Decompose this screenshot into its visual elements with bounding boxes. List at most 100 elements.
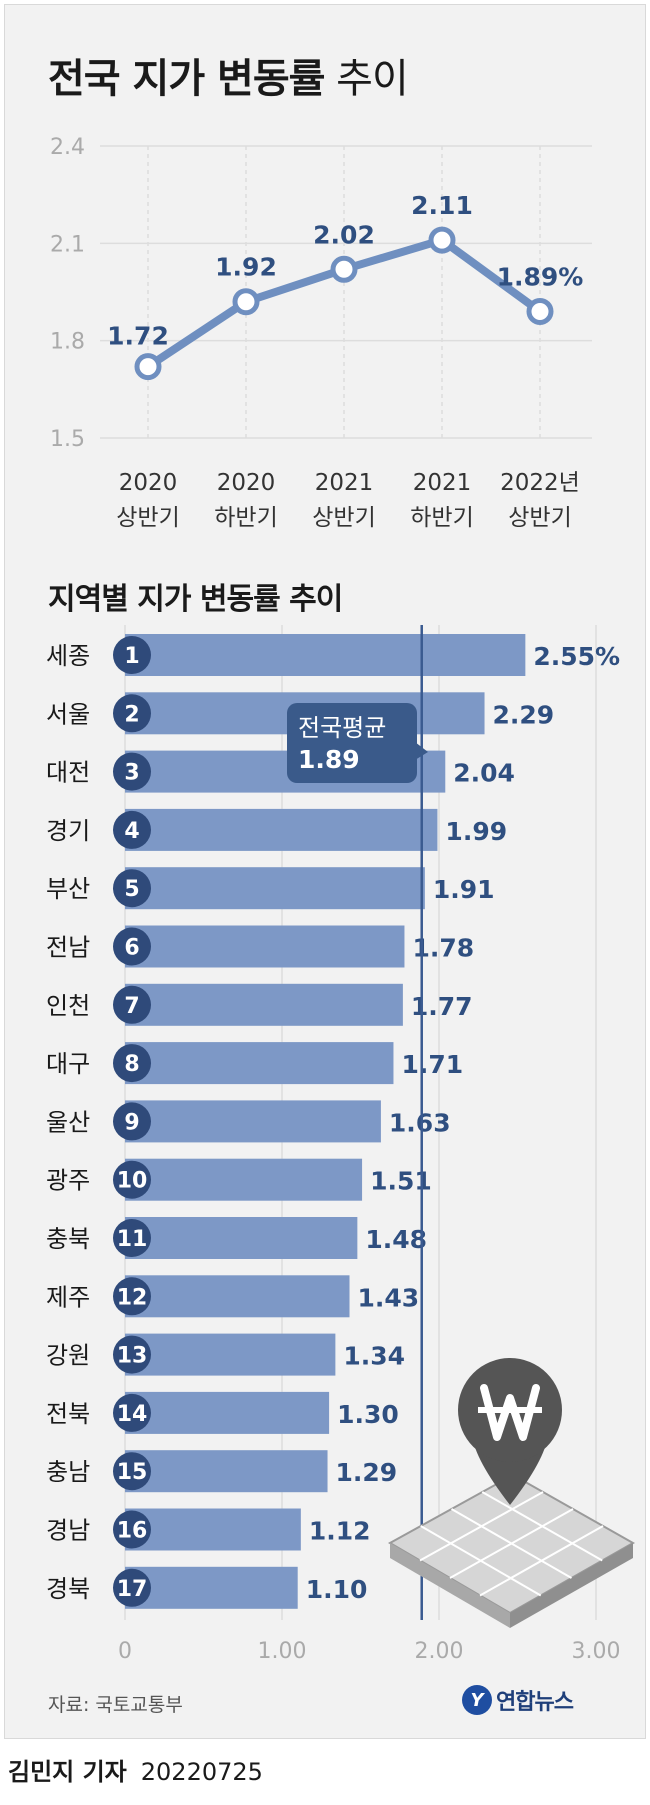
region-label: 경기 [46, 817, 90, 845]
x-tick-year: 2021 [413, 470, 472, 496]
bar [125, 925, 405, 968]
x-tick-label: 2.00 [415, 1639, 464, 1664]
map-tile-side-left [390, 1543, 510, 1628]
won-location-pin-on-map-icon [387, 1358, 636, 1628]
rank-number: 2 [124, 702, 139, 727]
data-label: 1.92 [215, 253, 277, 282]
region-label: 대구 [46, 1050, 90, 1078]
rank-badge [113, 1160, 151, 1199]
data-point [134, 353, 162, 381]
bar [125, 1333, 336, 1376]
title-light: 추이 [336, 56, 409, 102]
logo-text: 연합뉴스 [496, 1690, 574, 1715]
rank-number: 11 [117, 1227, 148, 1252]
region-label: 대전 [46, 759, 90, 787]
bar [125, 1275, 350, 1318]
region-label: 충북 [46, 1225, 90, 1253]
rank-badge [113, 1335, 151, 1374]
rank-number: 14 [117, 1402, 148, 1427]
rank-number: 8 [124, 1052, 139, 1077]
credit-bar [4, 1738, 646, 1802]
x-tick-label: 1.00 [258, 1639, 307, 1664]
rank-number: 10 [117, 1169, 148, 1194]
rank-badge [113, 1044, 151, 1083]
rank-badge [113, 985, 151, 1024]
rank-badge [113, 1568, 151, 1607]
data-point [428, 226, 456, 254]
region-label: 전남 [46, 934, 90, 962]
bar [125, 634, 526, 676]
region-label: 인천 [46, 992, 90, 1020]
map-grid-line [479, 1525, 604, 1597]
rank-number: 7 [124, 994, 139, 1019]
bar [125, 808, 438, 851]
rank-number: 4 [124, 819, 139, 844]
y-tick-label: 2.1 [50, 232, 85, 257]
rank-number: 16 [117, 1519, 148, 1544]
value-label: 1.99 [445, 817, 507, 846]
x-tick-half: 하반기 [410, 505, 473, 531]
x-tick-half: 상반기 [312, 505, 375, 531]
logo-mark: Y [462, 1685, 492, 1715]
map-grid-line [481, 1491, 603, 1562]
average-label: 전국평균 [298, 714, 386, 742]
bar [125, 1508, 301, 1551]
rank-number: 5 [124, 877, 139, 902]
value-label: 1.91 [433, 875, 495, 904]
value-label: 1.43 [358, 1283, 420, 1312]
data-point [526, 297, 554, 325]
rank-number: 6 [124, 936, 139, 961]
bar [125, 983, 403, 1026]
rank-badge [113, 1452, 151, 1491]
data-point [330, 255, 358, 283]
x-tick-year: 2020 [119, 470, 178, 496]
data-point [232, 288, 260, 316]
rank-number: 12 [117, 1285, 148, 1310]
region-label: 광주 [46, 1167, 90, 1195]
region-label: 부산 [46, 875, 90, 903]
title-bold: 전국 지가 변동률 [48, 56, 325, 102]
reporter-name: 김민지 기자 [8, 1758, 127, 1786]
national-rate-line-chart: 1.5 1.8 2.1 2.4 2020 상반기 2020 하반기 2021 상반기 2021 하반기… [50, 135, 592, 531]
x-tick-year: 2021 [315, 470, 374, 496]
rank-badge [113, 636, 151, 674]
value-label: 1.29 [336, 1458, 398, 1487]
value-label: 1.63 [389, 1108, 451, 1137]
value-label: 2.04 [453, 759, 515, 788]
rank-badge [113, 694, 151, 733]
data-label: 1.72 [107, 322, 169, 351]
map-grid-line [449, 1508, 574, 1579]
rank-badge [113, 1219, 151, 1257]
bar [125, 1100, 381, 1143]
region-label: 세종 [46, 642, 90, 670]
rank-number: 13 [117, 1344, 148, 1369]
source-note: 자료: 국토교통부 [48, 1694, 183, 1716]
credit-date: 20220725 [140, 1758, 263, 1786]
bar [125, 867, 425, 910]
value-label: 2.29 [493, 700, 555, 729]
rank-badge [113, 869, 151, 908]
value-label: 1.30 [337, 1400, 399, 1429]
section-title: 지역별 지가 변동률 추이 [48, 582, 343, 617]
y-tick-label: 2.4 [50, 135, 85, 160]
rank-number: 17 [117, 1577, 148, 1602]
rank-badge [113, 1393, 151, 1432]
x-tick-label: 3.00 [572, 1639, 621, 1664]
yonhap-logo: Y 연합뉴스 [462, 1682, 574, 1718]
rank-badge [113, 1277, 151, 1316]
rank-badge [113, 1102, 151, 1141]
bar [125, 1158, 363, 1201]
region-label: 경북 [46, 1575, 90, 1603]
rank-number: 9 [124, 1110, 139, 1135]
region-label: 울산 [46, 1108, 90, 1136]
rank-number: 3 [124, 761, 139, 786]
region-label: 충남 [46, 1458, 90, 1486]
bar [125, 1217, 358, 1259]
average-value: 1.89 [298, 745, 360, 774]
data-label: 1.89% [497, 262, 584, 291]
bar [125, 1391, 330, 1434]
x-tick-half: 하반기 [214, 505, 277, 531]
value-label: 1.10 [306, 1575, 368, 1604]
rank-badge [113, 927, 151, 966]
average-callout [287, 703, 417, 783]
